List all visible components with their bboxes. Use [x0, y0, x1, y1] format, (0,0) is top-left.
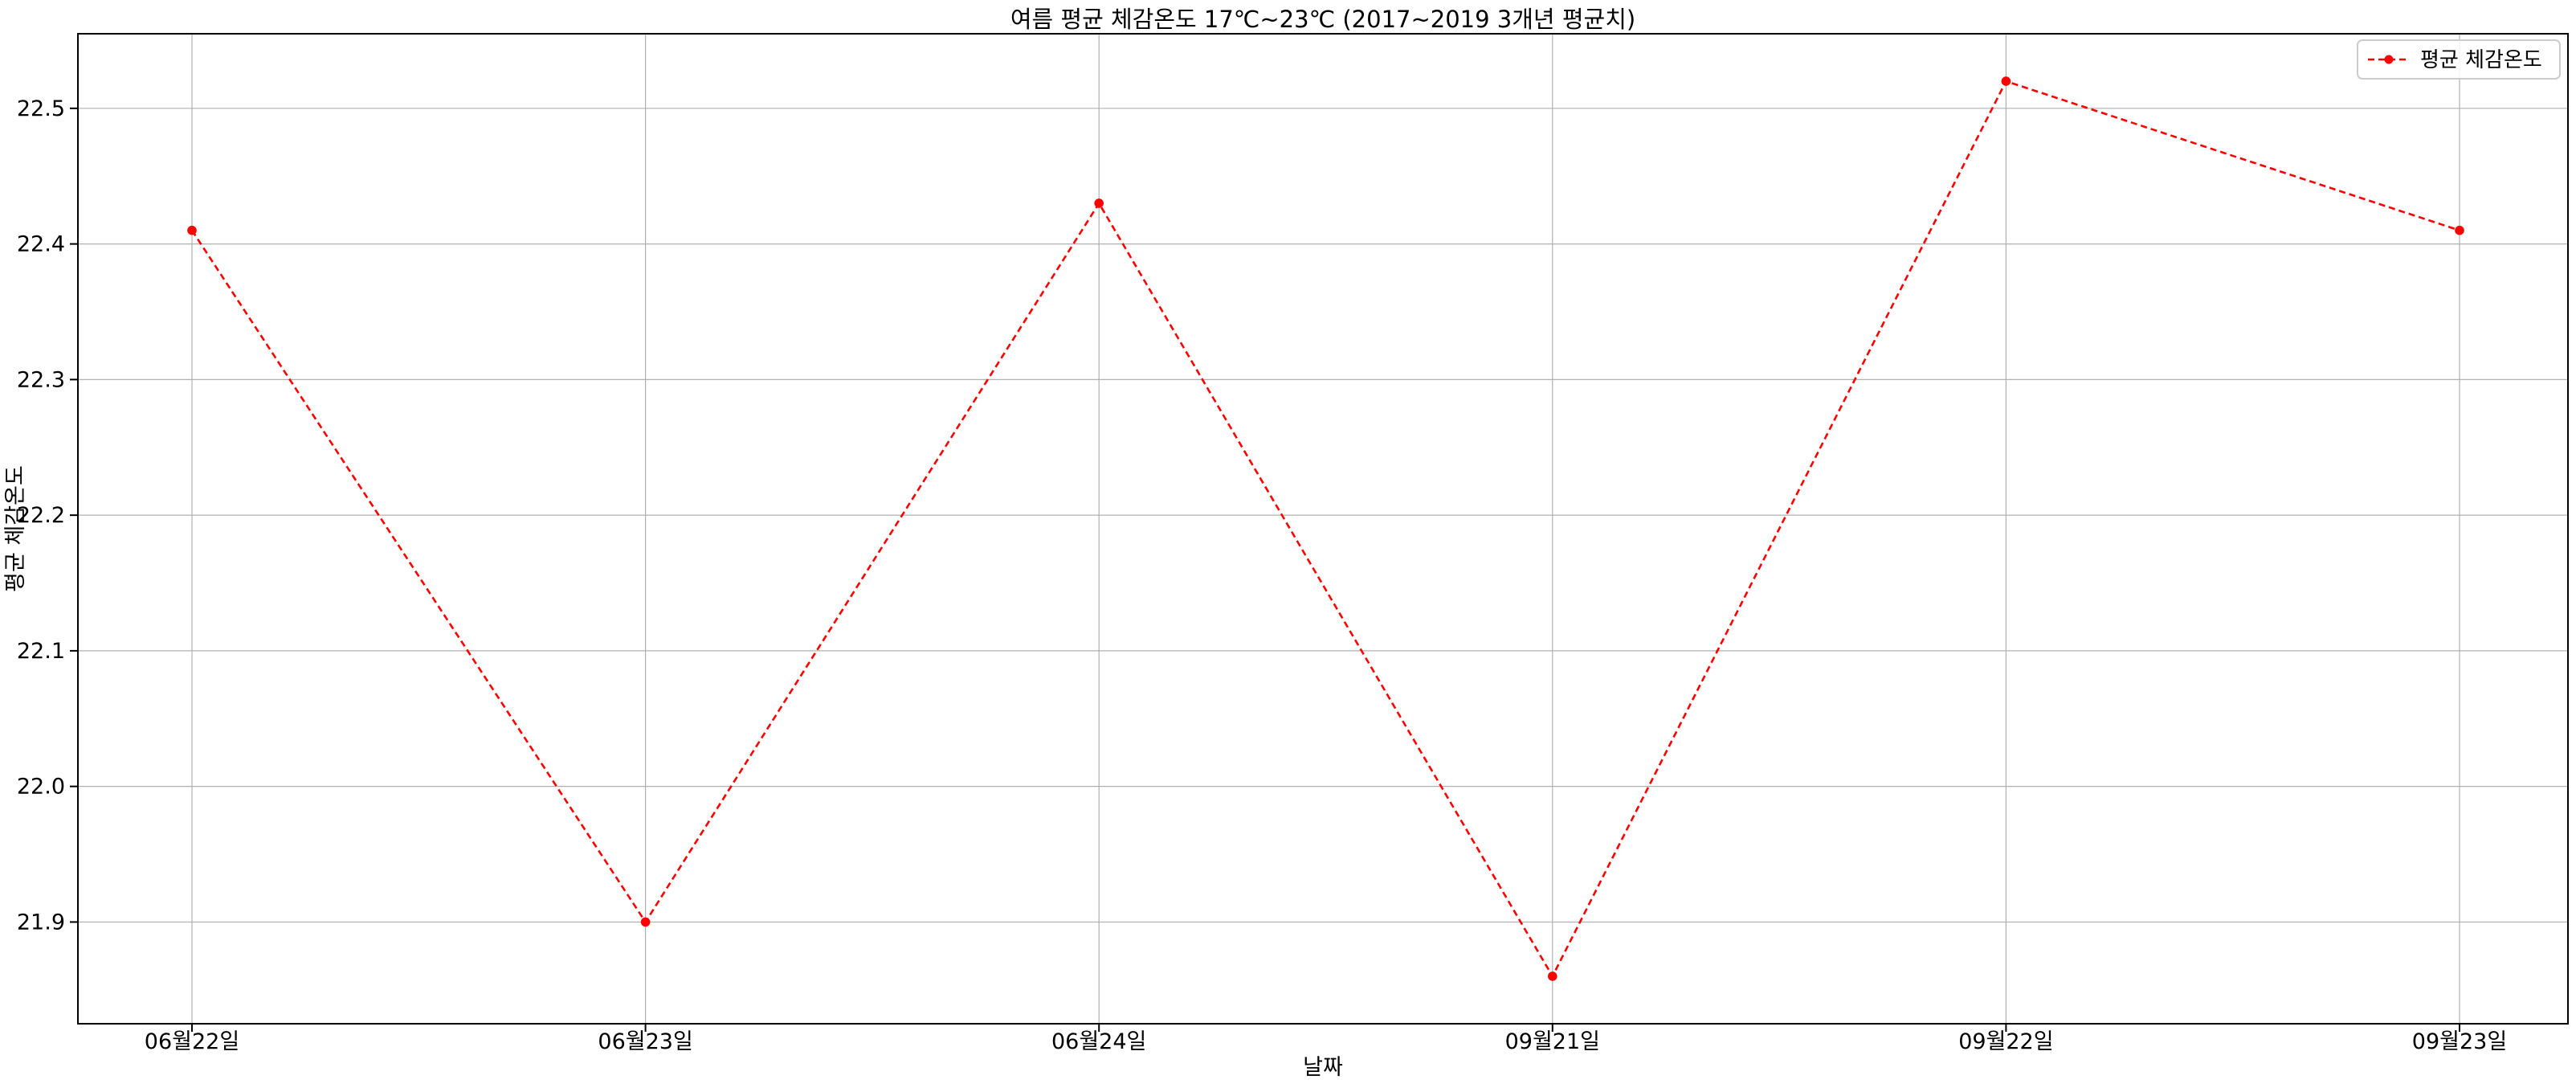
- series-point-0-0: [187, 225, 197, 235]
- axis-ticks: 06월22일 06월23일 06월24일 09월21일 09월22일 09월23일 21.9…: [17, 96, 2507, 1054]
- legend: 평균 체감온도: [2357, 39, 2561, 80]
- x-tick-label: 09월22일: [1958, 1029, 2053, 1054]
- y-axis-label: 평균 체감온도: [3, 465, 28, 592]
- legend-label-series-0: 평균 체감온도: [2420, 48, 2542, 72]
- legend-box: [2357, 39, 2561, 80]
- series-point-0-2: [1094, 198, 1104, 208]
- plot-area-border: [77, 33, 2569, 1025]
- y-tick-label: 22.0: [17, 775, 65, 800]
- x-tick-label: 06월23일: [598, 1029, 692, 1054]
- y-tick-label: 21.9: [17, 910, 65, 935]
- x-tick-label: 06월22일: [145, 1029, 239, 1054]
- y-tick-label: 22.2: [17, 503, 65, 528]
- series-point-0-4: [2001, 76, 2011, 86]
- legend-marker-sample: [2384, 55, 2394, 64]
- x-tick-label: 09월21일: [1505, 1029, 1600, 1054]
- y-tick-label: 22.4: [17, 232, 65, 257]
- series-plot: [187, 76, 2464, 981]
- x-tick-label: 09월23일: [2412, 1029, 2507, 1054]
- y-tick-label: 22.5: [17, 96, 65, 121]
- x-axis-label: 날짜: [1303, 1055, 1343, 1080]
- y-tick-label: 22.3: [17, 367, 65, 392]
- series-point-0-5: [2455, 225, 2464, 235]
- series-point-0-1: [640, 917, 651, 927]
- grid-lines: [78, 34, 2568, 1024]
- series-line-0: [190, 80, 2460, 979]
- chart-title: 여름 평균 체감온도 17℃~23℃ (2017~2019 3개년 평균치): [1010, 6, 1635, 33]
- series-point-0-3: [1548, 972, 1557, 981]
- y-tick-label: 22.1: [17, 639, 65, 664]
- x-tick-label: 06월24일: [1051, 1029, 1146, 1054]
